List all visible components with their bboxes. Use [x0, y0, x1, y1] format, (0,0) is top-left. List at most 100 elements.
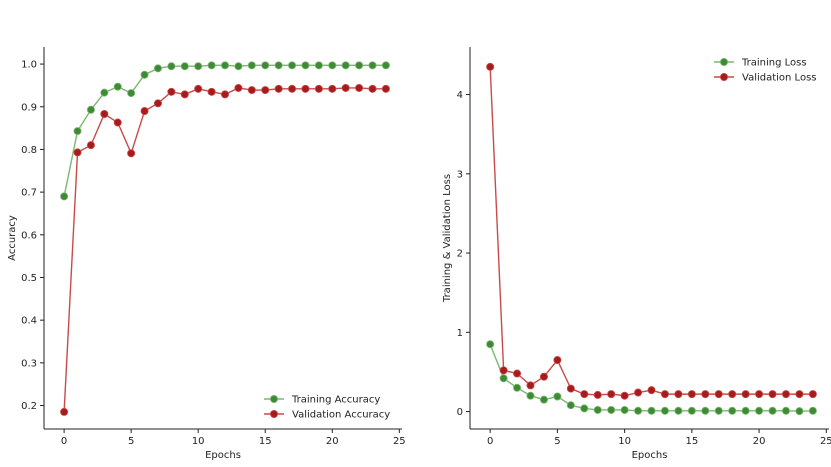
series-line-training-accuracy [63, 64, 386, 197]
data-point-validation-accuracy [328, 84, 337, 93]
x-tick-label: 10 [192, 436, 205, 447]
legend-label-training-loss: Training Loss [741, 58, 807, 69]
data-point-validation-loss [593, 390, 602, 399]
loss-legend: Training Loss Validation Loss [714, 58, 817, 84]
accuracy-y-axis-label: Accuracy [7, 215, 18, 261]
y-tick-label: 0.9 [21, 102, 37, 113]
data-point-training-accuracy [73, 127, 82, 136]
data-point-training-accuracy [153, 64, 162, 73]
data-point-training-loss [620, 405, 629, 414]
y-tick-label: 0.8 [21, 145, 37, 156]
data-point-training-loss [513, 383, 522, 392]
data-point-training-accuracy [207, 61, 216, 70]
data-point-training-accuracy [314, 61, 323, 70]
data-point-validation-accuracy [221, 90, 230, 99]
data-point-validation-accuracy [341, 83, 350, 92]
data-point-validation-accuracy [140, 107, 149, 116]
data-point-training-loss [687, 406, 696, 415]
x-tick-label: 15 [685, 436, 698, 447]
data-point-validation-loss [486, 62, 495, 71]
data-point-validation-accuracy [60, 407, 69, 416]
data-point-training-accuracy [60, 192, 69, 201]
x-tick-label: 5 [554, 436, 560, 447]
data-point-training-loss [634, 406, 643, 415]
legend-label-training-accuracy: Training Accuracy [291, 395, 380, 406]
legend-marker-training-accuracy [269, 394, 278, 403]
legend-entry-training-loss: Training Loss [714, 58, 807, 69]
data-point-validation-accuracy [288, 84, 297, 93]
data-point-validation-loss [526, 381, 535, 390]
data-point-validation-loss [687, 390, 696, 399]
data-point-training-loss [486, 340, 495, 349]
x-tick-label: 20 [326, 436, 339, 447]
data-point-training-loss [593, 405, 602, 414]
x-tick-label: 20 [753, 436, 766, 447]
data-point-validation-loss [553, 356, 562, 365]
data-point-training-accuracy [234, 62, 243, 71]
data-point-validation-loss [499, 366, 508, 375]
data-point-validation-accuracy [247, 86, 256, 95]
data-point-training-accuracy [167, 62, 176, 71]
y-tick-label: 0 [457, 407, 463, 418]
x-tick-label: 15 [259, 436, 272, 447]
data-point-validation-loss [808, 390, 817, 399]
data-point-validation-loss [566, 384, 575, 393]
y-tick-label: 0.5 [21, 273, 37, 284]
data-point-validation-accuracy [234, 83, 243, 92]
data-point-training-loss [539, 395, 548, 404]
loss-y-axis-label: Training & Validation Loss [442, 174, 453, 303]
x-tick-label: 0 [61, 436, 67, 447]
data-point-training-accuracy [381, 61, 390, 70]
data-point-training-loss [755, 406, 764, 415]
accuracy-ticks: 0 5 10 15 20 25 0.2 0.3 0.4 0.5 0.6 0.7 0.8 0.9 1.0 [21, 60, 406, 447]
legend-marker-validation-loss [720, 73, 729, 82]
data-point-validation-accuracy [194, 84, 203, 93]
data-point-training-accuracy [247, 61, 256, 70]
legend-entry-training-accuracy: Training Accuracy [264, 395, 380, 406]
data-point-training-accuracy [355, 61, 364, 70]
y-tick-label: 0.7 [21, 188, 37, 199]
x-tick-label: 25 [393, 436, 406, 447]
data-point-training-loss [714, 406, 723, 415]
legend-label-validation-loss: Validation Loss [742, 73, 817, 84]
data-point-validation-loss [728, 390, 737, 399]
loss-series-layer [486, 62, 817, 416]
data-point-validation-loss [539, 372, 548, 381]
data-point-validation-accuracy [113, 118, 122, 127]
data-point-training-accuracy [221, 61, 230, 70]
data-point-validation-accuracy [153, 99, 162, 108]
data-point-validation-accuracy [207, 87, 216, 96]
y-tick-label: 4 [457, 90, 463, 101]
y-tick-label: 0.4 [21, 316, 37, 327]
data-point-training-accuracy [301, 61, 310, 70]
legend-marker-training-loss [720, 58, 729, 67]
data-point-validation-loss [741, 390, 750, 399]
legend-entry-validation-accuracy: Validation Accuracy [264, 410, 390, 421]
data-point-validation-accuracy [180, 90, 189, 99]
data-point-validation-accuracy [314, 84, 323, 93]
data-point-training-accuracy [288, 61, 297, 70]
loss-x-axis-label: Epochs [632, 450, 668, 461]
x-tick-label: 0 [487, 436, 493, 447]
data-point-training-accuracy [368, 61, 377, 70]
data-point-validation-loss [513, 369, 522, 378]
data-point-training-loss [647, 406, 656, 415]
y-tick-label: 2 [457, 249, 463, 260]
legend-entry-validation-loss: Validation Loss [714, 73, 817, 84]
accuracy-x-axis-label: Epochs [205, 450, 241, 461]
accuracy-series-layer [60, 61, 390, 416]
data-point-training-loss [741, 406, 750, 415]
data-point-validation-loss [701, 390, 710, 399]
data-point-validation-accuracy [73, 148, 82, 157]
loss-chart: 0 5 10 15 20 25 0 1 2 3 4 Epochs Training & Valida… [442, 47, 831, 461]
data-point-training-accuracy [180, 62, 189, 71]
data-point-training-loss [526, 391, 535, 400]
data-point-validation-accuracy [127, 149, 136, 158]
data-point-training-accuracy [328, 61, 337, 70]
data-point-training-loss [768, 406, 777, 415]
x-tick-label: 10 [618, 436, 631, 447]
legend-label-validation-accuracy: Validation Accuracy [292, 410, 390, 421]
data-point-training-loss [728, 406, 737, 415]
data-point-training-loss [566, 401, 575, 410]
data-point-validation-accuracy [261, 86, 270, 95]
